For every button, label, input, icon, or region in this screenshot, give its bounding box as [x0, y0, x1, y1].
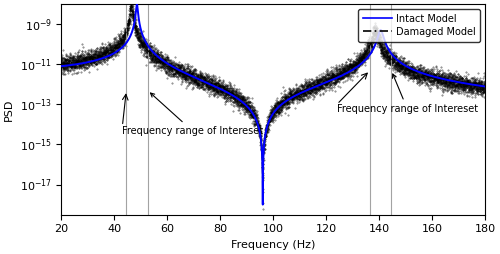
Damaged Model	[328, 77, 334, 80]
Intact Model	[482, 85, 488, 88]
Damaged Model	[58, 62, 64, 66]
Text: Frequency range of Intereset: Frequency range of Intereset	[337, 74, 478, 114]
Damaged Model	[260, 203, 266, 206]
Line: Damaged Model: Damaged Model	[62, 4, 486, 204]
Intact Model	[212, 85, 218, 88]
Intact Model	[58, 65, 64, 68]
Text: Frequency range of Intereset: Frequency range of Intereset	[122, 93, 264, 136]
Damaged Model	[482, 86, 488, 89]
Intact Model	[260, 203, 266, 206]
Damaged Model	[128, 3, 134, 6]
X-axis label: Frequency (Hz): Frequency (Hz)	[231, 240, 316, 250]
Damaged Model	[80, 59, 86, 62]
Intact Model	[328, 79, 334, 82]
Damaged Model	[310, 85, 316, 88]
Intact Model	[310, 86, 316, 89]
Damaged Model	[212, 85, 218, 88]
Legend: Intact Model, Damaged Model: Intact Model, Damaged Model	[358, 9, 480, 42]
Intact Model	[372, 42, 378, 45]
Damaged Model	[372, 31, 378, 34]
Line: Intact Model: Intact Model	[62, 4, 486, 204]
Intact Model	[80, 62, 86, 65]
Intact Model	[396, 59, 402, 62]
Damaged Model	[396, 63, 402, 66]
Y-axis label: PSD: PSD	[4, 98, 14, 121]
Intact Model	[134, 3, 140, 6]
